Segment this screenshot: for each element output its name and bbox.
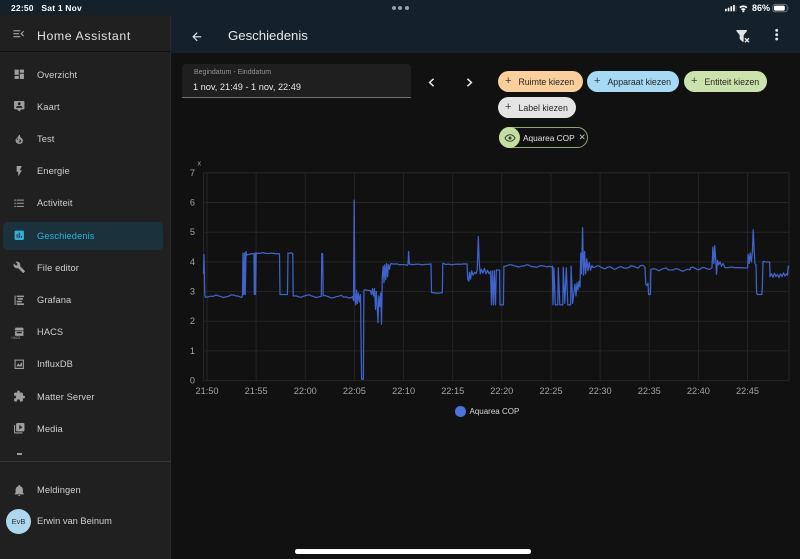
svg-text:5: 5 bbox=[190, 227, 195, 237]
svg-text:22:20: 22:20 bbox=[490, 386, 513, 396]
svg-text:22:15: 22:15 bbox=[441, 386, 464, 396]
svg-text:1: 1 bbox=[190, 346, 195, 356]
svg-text:2: 2 bbox=[190, 316, 195, 326]
svg-text:22:40: 22:40 bbox=[687, 386, 710, 396]
svg-text:22:25: 22:25 bbox=[540, 386, 563, 396]
svg-text:22:30: 22:30 bbox=[589, 386, 612, 396]
svg-text:22:00: 22:00 bbox=[294, 386, 317, 396]
svg-text:22:45: 22:45 bbox=[736, 386, 759, 396]
svg-text:22:05: 22:05 bbox=[343, 386, 366, 396]
svg-text:0: 0 bbox=[190, 376, 195, 386]
svg-text:21:50: 21:50 bbox=[196, 386, 219, 396]
svg-text:4: 4 bbox=[190, 257, 195, 267]
svg-text:7: 7 bbox=[190, 168, 195, 178]
svg-text:22:35: 22:35 bbox=[638, 386, 661, 396]
svg-text:22:10: 22:10 bbox=[392, 386, 415, 396]
svg-text:21:55: 21:55 bbox=[245, 386, 268, 396]
svg-text:6: 6 bbox=[190, 198, 195, 208]
svg-text:x: x bbox=[198, 161, 202, 168]
svg-text:86%: 86% bbox=[752, 3, 770, 13]
svg-text:3: 3 bbox=[190, 287, 195, 297]
